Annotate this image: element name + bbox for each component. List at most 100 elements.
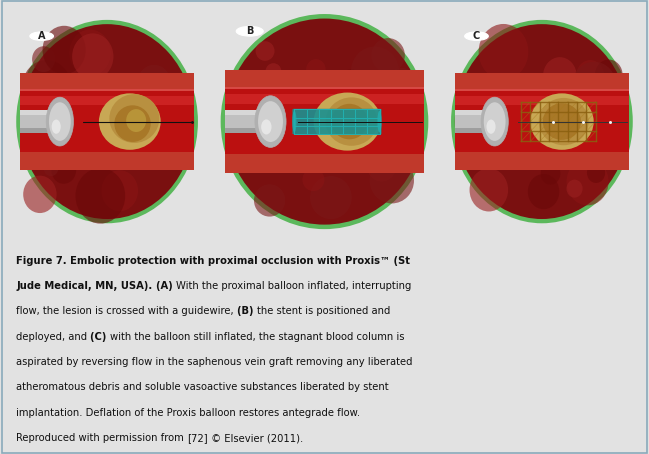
Ellipse shape bbox=[484, 102, 506, 141]
Bar bbox=[225, 110, 276, 115]
Text: deployed, and: deployed, and bbox=[16, 332, 90, 342]
Ellipse shape bbox=[595, 59, 622, 90]
Ellipse shape bbox=[23, 176, 56, 213]
Text: B: B bbox=[246, 26, 253, 36]
Ellipse shape bbox=[137, 65, 171, 103]
Ellipse shape bbox=[20, 24, 194, 219]
Ellipse shape bbox=[351, 46, 399, 96]
Ellipse shape bbox=[114, 105, 151, 142]
Ellipse shape bbox=[306, 59, 326, 79]
Ellipse shape bbox=[333, 69, 369, 108]
Wedge shape bbox=[116, 113, 141, 122]
Ellipse shape bbox=[371, 38, 405, 73]
Ellipse shape bbox=[313, 93, 381, 151]
Ellipse shape bbox=[16, 20, 198, 223]
Ellipse shape bbox=[481, 97, 508, 146]
Ellipse shape bbox=[373, 114, 423, 166]
FancyBboxPatch shape bbox=[293, 109, 382, 134]
Ellipse shape bbox=[455, 24, 629, 219]
Text: C: C bbox=[473, 31, 480, 41]
Bar bbox=[455, 110, 500, 133]
Ellipse shape bbox=[471, 110, 503, 146]
Wedge shape bbox=[119, 113, 144, 122]
Bar bbox=[20, 110, 66, 115]
Ellipse shape bbox=[46, 97, 73, 146]
Ellipse shape bbox=[53, 73, 90, 114]
Ellipse shape bbox=[539, 98, 589, 145]
Ellipse shape bbox=[543, 57, 577, 95]
Ellipse shape bbox=[131, 121, 153, 145]
Ellipse shape bbox=[22, 60, 71, 115]
Ellipse shape bbox=[451, 20, 633, 223]
Ellipse shape bbox=[49, 102, 71, 141]
Bar bbox=[455, 73, 629, 91]
Ellipse shape bbox=[258, 101, 283, 142]
Ellipse shape bbox=[254, 184, 285, 217]
Ellipse shape bbox=[101, 170, 138, 211]
Ellipse shape bbox=[469, 168, 508, 212]
Text: atheromatous debris and soluble vasoactive substances liberated by stent: atheromatous debris and soluble vasoacti… bbox=[16, 382, 389, 392]
Ellipse shape bbox=[529, 85, 550, 109]
Bar bbox=[225, 110, 276, 133]
Ellipse shape bbox=[370, 158, 414, 203]
Bar bbox=[20, 91, 194, 152]
Text: (C): (C) bbox=[90, 332, 110, 342]
Ellipse shape bbox=[571, 62, 617, 113]
Bar bbox=[20, 89, 194, 91]
Bar bbox=[455, 128, 500, 133]
Ellipse shape bbox=[567, 180, 583, 197]
Ellipse shape bbox=[541, 163, 560, 185]
Bar bbox=[225, 70, 424, 89]
Text: © Elsevier (2011).: © Elsevier (2011). bbox=[208, 433, 303, 443]
Ellipse shape bbox=[310, 176, 352, 219]
Ellipse shape bbox=[530, 120, 557, 152]
Ellipse shape bbox=[487, 119, 496, 134]
Text: Figure 7. Embolic protection with proximal occlusion with Proxis™ (St: Figure 7. Embolic protection with proxim… bbox=[16, 256, 410, 266]
Ellipse shape bbox=[221, 14, 428, 229]
Ellipse shape bbox=[302, 168, 324, 191]
Bar bbox=[225, 94, 424, 104]
Text: implantation. Deflation of the Proxis balloon restores antegrade flow.: implantation. Deflation of the Proxis ba… bbox=[16, 408, 360, 418]
Ellipse shape bbox=[378, 111, 382, 133]
Ellipse shape bbox=[555, 127, 578, 153]
Ellipse shape bbox=[363, 74, 400, 113]
Ellipse shape bbox=[386, 68, 417, 99]
Ellipse shape bbox=[99, 94, 161, 150]
Ellipse shape bbox=[543, 103, 581, 140]
Circle shape bbox=[236, 26, 263, 36]
Ellipse shape bbox=[52, 119, 61, 134]
Ellipse shape bbox=[43, 26, 86, 74]
Text: Jude Medical, MN, USA).: Jude Medical, MN, USA). bbox=[16, 281, 156, 291]
Ellipse shape bbox=[265, 63, 282, 79]
Bar bbox=[455, 152, 629, 170]
Ellipse shape bbox=[38, 88, 66, 119]
Ellipse shape bbox=[44, 138, 71, 168]
Ellipse shape bbox=[254, 115, 292, 155]
Text: [72]: [72] bbox=[187, 433, 208, 443]
Bar bbox=[225, 89, 424, 154]
Ellipse shape bbox=[51, 156, 76, 184]
Ellipse shape bbox=[72, 34, 114, 79]
Ellipse shape bbox=[509, 97, 550, 143]
Ellipse shape bbox=[126, 109, 146, 132]
Ellipse shape bbox=[530, 94, 594, 150]
Ellipse shape bbox=[326, 97, 378, 146]
Bar bbox=[225, 154, 424, 173]
Circle shape bbox=[465, 32, 488, 40]
Text: Reproduced with permission from: Reproduced with permission from bbox=[16, 433, 187, 443]
Ellipse shape bbox=[43, 160, 58, 176]
Ellipse shape bbox=[331, 104, 367, 139]
Bar bbox=[20, 96, 194, 105]
Ellipse shape bbox=[576, 60, 604, 92]
Text: (A): (A) bbox=[156, 281, 177, 291]
Ellipse shape bbox=[587, 163, 605, 183]
Ellipse shape bbox=[367, 152, 396, 182]
Ellipse shape bbox=[286, 153, 300, 167]
Bar bbox=[455, 91, 629, 152]
Ellipse shape bbox=[112, 120, 129, 139]
Bar bbox=[20, 128, 66, 133]
Bar bbox=[455, 110, 500, 115]
Ellipse shape bbox=[292, 111, 297, 133]
Bar bbox=[20, 73, 194, 91]
Ellipse shape bbox=[487, 140, 510, 166]
